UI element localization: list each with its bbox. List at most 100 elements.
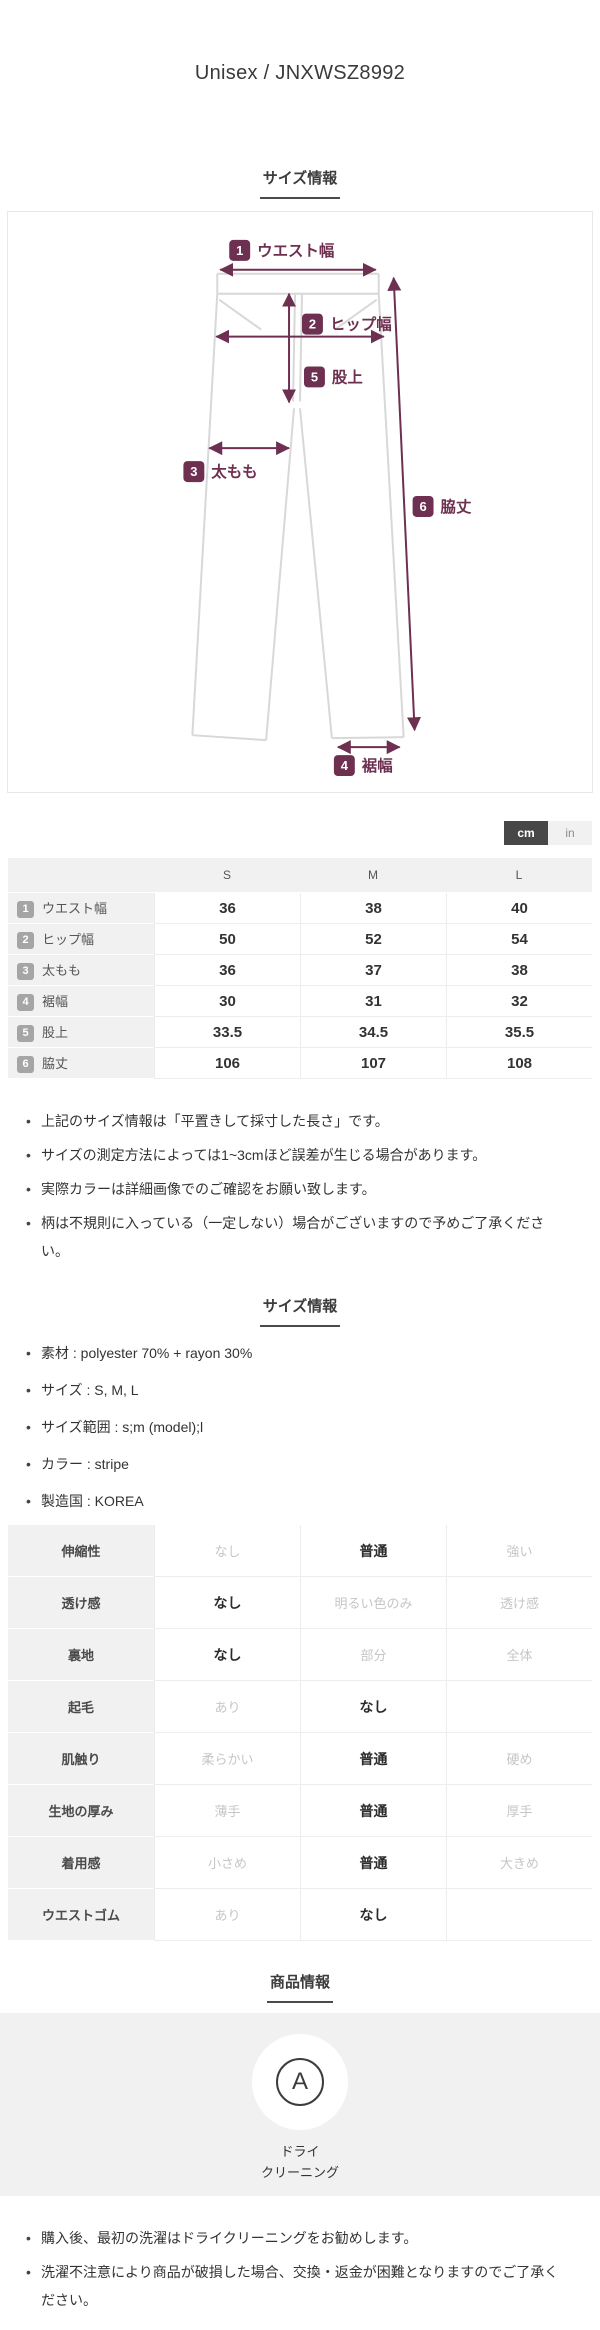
thigh-label: 太もも — [211, 462, 257, 481]
row-num-badge: 3 — [17, 963, 34, 981]
attribute-label: 肌触り — [8, 1733, 154, 1785]
cell-value: 50 — [154, 924, 300, 955]
waist-label: ウエスト幅 — [257, 241, 334, 260]
side-badge — [412, 496, 434, 517]
size-section-heading: サイズ情報 — [0, 167, 600, 199]
row-label: 3 太もも — [8, 955, 154, 986]
attribute-row: 着用感 小さめ 普通 大きめ — [8, 1837, 592, 1889]
size-diagram-panel: 1 ウエスト幅 2 ヒップ幅 5 股上 3 太もも 6 脇丈 4 裾幅 — [7, 211, 593, 793]
row-label: 5 股上 — [8, 1017, 154, 1048]
product-notes-list: 購入後、最初の洗濯はドライクリーニングをお勧めします。 洗濯不注意により商品が破… — [0, 2224, 600, 2314]
table-row: 4 裾幅 30 31 32 — [8, 986, 592, 1017]
attribute-option: なし — [300, 1889, 446, 1941]
attribute-option: 部分 — [300, 1629, 446, 1681]
attribute-label: 透け感 — [8, 1577, 154, 1629]
cell-value: 32 — [446, 986, 592, 1017]
unit-in-button[interactable]: in — [548, 821, 592, 845]
rise-badge-num: 5 — [311, 369, 318, 384]
cell-value: 36 — [154, 955, 300, 986]
pants-outline-drawing — [191, 272, 405, 742]
cell-value: 54 — [446, 924, 592, 955]
attribute-option: あり — [154, 1889, 300, 1941]
attribute-option: 普通 — [300, 1525, 446, 1577]
cell-value: 37 — [300, 955, 446, 986]
waist-badge — [229, 239, 251, 261]
list-item: サイズ : S, M, L — [26, 1376, 570, 1404]
hip-badge-num: 2 — [309, 317, 316, 332]
attribute-option: なし — [154, 1577, 300, 1629]
cell-value: 52 — [300, 924, 446, 955]
cell-value: 31 — [300, 986, 446, 1017]
attribute-option: なし — [154, 1525, 300, 1577]
row-num-badge: 4 — [17, 994, 34, 1012]
attribute-row: 伸縮性 なし 普通 強い — [8, 1525, 592, 1577]
table-row: 2 ヒップ幅 50 52 54 — [8, 924, 592, 955]
attribute-option: なし — [300, 1681, 446, 1733]
hem-badge-num: 4 — [341, 758, 349, 773]
hem-badge — [333, 755, 355, 777]
list-item: 素材 : polyester 70% + rayon 30% — [26, 1339, 570, 1367]
size-table-corner-cell — [8, 858, 154, 893]
cell-value: 40 — [446, 893, 592, 924]
table-row: 1 ウエスト幅 36 38 40 — [8, 893, 592, 924]
attribute-option: 厚手 — [446, 1785, 592, 1837]
attribute-label: 裏地 — [8, 1629, 154, 1681]
list-item: カラー : stripe — [26, 1450, 570, 1478]
cell-value: 108 — [446, 1048, 592, 1079]
measurement-arrows — [208, 262, 421, 755]
waist-badge-num: 1 — [236, 243, 243, 258]
attribute-option: 硬め — [446, 1733, 592, 1785]
size-section-heading-text: サイズ情報 — [259, 167, 341, 199]
care-circle: A — [252, 2034, 348, 2130]
attribute-row: 肌触り 柔らかい 普通 硬め — [8, 1733, 592, 1785]
attribute-option: 普通 — [300, 1837, 446, 1889]
unit-cm-button[interactable]: cm — [504, 821, 548, 845]
pants-measurement-diagram: 1 ウエスト幅 2 ヒップ幅 5 股上 3 太もも 6 脇丈 4 裾幅 — [183, 239, 472, 777]
thigh-badge — [183, 461, 205, 483]
row-num-badge: 1 — [17, 901, 34, 919]
cell-value: 38 — [300, 893, 446, 924]
row-label: 4 裾幅 — [8, 986, 154, 1017]
list-item: 製造国 : KOREA — [26, 1487, 570, 1515]
row-num-badge: 6 — [17, 1056, 34, 1074]
attribute-row: ウエストゴム あり なし — [8, 1889, 592, 1941]
cell-value: 106 — [154, 1048, 300, 1079]
attribute-option — [446, 1681, 592, 1733]
page-title: Unisex / JNXWSZ8992 — [194, 62, 406, 84]
side-label: 脇丈 — [441, 498, 472, 516]
list-item: 実際カラーは詳細画像でのご確認をお願い致します。 — [26, 1175, 570, 1203]
side-length-arrow — [387, 276, 421, 732]
hip-label: ヒップ幅 — [330, 315, 392, 334]
attribute-option: 柔らかい — [154, 1733, 300, 1785]
attribute-row: 起毛 あり なし — [8, 1681, 592, 1733]
size-col-s: S — [154, 858, 300, 893]
list-item: 上記のサイズ情報は「平置きして採寸した長さ」です。 — [26, 1107, 570, 1135]
cell-value: 36 — [154, 893, 300, 924]
attribute-option: なし — [154, 1629, 300, 1681]
attribute-option: 小さめ — [154, 1837, 300, 1889]
cell-value: 33.5 — [154, 1017, 300, 1048]
attribute-option: 普通 — [300, 1785, 446, 1837]
attribute-option — [446, 1889, 592, 1941]
table-row: 5 股上 33.5 34.5 35.5 — [8, 1017, 592, 1048]
attribute-label: 起毛 — [8, 1681, 154, 1733]
cell-value: 34.5 — [300, 1017, 446, 1048]
attribute-row: 裏地 なし 部分 全体 — [8, 1629, 592, 1681]
row-num-badge: 5 — [17, 1025, 34, 1043]
attribute-option: 薄手 — [154, 1785, 300, 1837]
table-row: 6 脇丈 106 107 108 — [8, 1048, 592, 1079]
attribute-option: 大きめ — [446, 1837, 592, 1889]
unit-toggle: cm in — [8, 821, 592, 845]
cell-value: 38 — [446, 955, 592, 986]
list-item: サイズの測定方法によっては1~3cmほど誤差が生じる場合があります。 — [26, 1141, 570, 1169]
care-label: ドライ クリーニング — [260, 2144, 339, 2180]
list-item: 洗濯不注意により商品が破損した場合、交換・返金が困難となりますのでご了承ください… — [26, 2258, 570, 2314]
side-badge-num: 6 — [419, 499, 426, 514]
size-table: S M L 1 ウエスト幅 36 38 40 2 ヒップ幅 50 52 54 3 太も… — [8, 858, 592, 1079]
measurement-labels: 1 ウエスト幅 2 ヒップ幅 5 股上 3 太もも 6 脇丈 4 裾幅 — [183, 239, 472, 777]
hem-label: 裾幅 — [362, 756, 393, 775]
rise-label: 股上 — [332, 368, 363, 386]
cell-value: 35.5 — [446, 1017, 592, 1048]
list-item: 柄は不規則に入っている（一定しない）場合がございますので予めご了承ください。 — [26, 1209, 570, 1265]
rise-badge — [303, 366, 325, 388]
